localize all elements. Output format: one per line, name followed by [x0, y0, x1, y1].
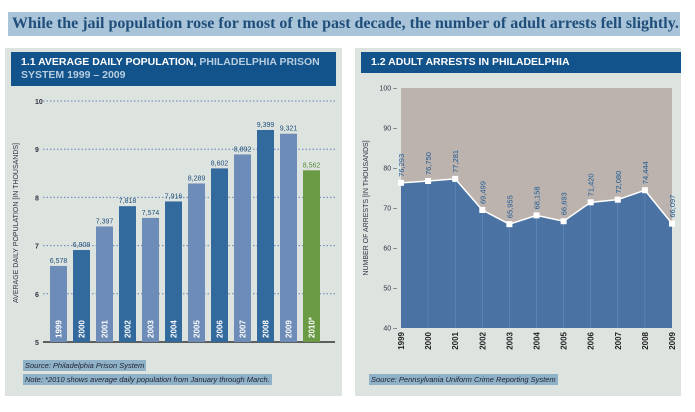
data-point-2009	[669, 220, 675, 227]
y-tick-label: 100 –	[379, 86, 397, 93]
data-point-2003	[506, 221, 513, 228]
x-tick-label: 2005	[193, 320, 202, 338]
data-label: 9,321	[280, 126, 298, 133]
population-note: Note: *2010 shows average daily populati…	[23, 374, 272, 385]
data-point-2008	[641, 187, 648, 194]
x-tick-label: 2008	[262, 320, 271, 338]
y-tick-label: 60 –	[383, 246, 397, 253]
bar-2010*	[303, 170, 320, 342]
bar-1999	[50, 265, 67, 342]
x-tick-label: 2004	[533, 331, 542, 349]
data-label: 66,693	[560, 192, 569, 215]
x-tick-label: 2010*	[308, 316, 317, 338]
x-tick-label: 2006	[587, 331, 596, 349]
data-label: 8,562	[303, 162, 321, 169]
bar-2002	[119, 206, 136, 342]
data-label: 7,397	[96, 218, 114, 225]
data-label: 65,955	[505, 195, 514, 218]
data-point-2007	[614, 196, 621, 203]
population-panel: 1.1 AVERAGE DAILY POPULATION, PHILADELPH…	[5, 48, 342, 396]
x-tick-label: 2004	[170, 320, 179, 338]
x-tick-label: 2008	[641, 331, 650, 349]
data-point-2006	[587, 199, 594, 206]
data-label: 66,097	[668, 195, 677, 218]
x-tick-label: 1999	[55, 320, 64, 338]
population-bar-chart: AVERAGE DAILY POPULATION [IN THOUSANDS] 5…	[13, 99, 335, 347]
data-label: 9,399	[257, 122, 275, 129]
data-label: 72,080	[614, 171, 623, 194]
x-tick-label: 2002	[124, 320, 133, 338]
bar-2009	[280, 133, 297, 342]
population-source: Source: Philadelphia Prison System	[23, 360, 147, 371]
data-label: 7,818	[119, 198, 137, 205]
bar-2001	[96, 226, 113, 342]
y-axis-label: AVERAGE DAILY POPULATION [IN THOUSANDS]	[13, 143, 20, 303]
x-tick-label: 2001	[101, 320, 110, 338]
y-tick-label: 70 –	[383, 206, 397, 213]
y-axis-label: NUMBER OF ARRESTS [IN THOUSANDS]	[363, 140, 370, 275]
y-tick-label: 7	[35, 244, 39, 251]
y-tick-label: 40 –	[383, 326, 397, 333]
x-tick-label: 2003	[147, 320, 156, 338]
y-tick-label: 5	[35, 340, 39, 347]
bar-2003	[142, 217, 159, 342]
data-label: 7,574	[142, 210, 160, 217]
y-tick-label: 8	[35, 195, 39, 202]
data-point-2002	[479, 207, 486, 214]
x-tick-label: 2002	[478, 331, 487, 349]
x-tick-label: 2007	[614, 331, 623, 349]
arrests-area-chart: 76,293 1999 76,750 2000 77,281 2001 69,499 2002…	[363, 86, 677, 350]
data-label: 76,750	[424, 152, 433, 175]
data-label: 74,444	[641, 161, 650, 184]
data-label: 8,602	[211, 160, 229, 167]
y-tick-label: 90 –	[383, 126, 397, 133]
x-tick-label: 2000	[78, 320, 87, 338]
x-tick-label: 2000	[424, 331, 433, 349]
population-chart-title: 1.1 AVERAGE DAILY POPULATION, PHILADELPH…	[11, 52, 336, 86]
data-label: 6,908	[73, 242, 91, 249]
bar-2007	[234, 154, 251, 342]
data-point-1999	[398, 179, 404, 186]
bar-2004	[165, 201, 182, 342]
bar-2006	[211, 168, 228, 342]
data-label: 8,289	[188, 175, 206, 182]
y-tick-label: 80 –	[383, 166, 397, 173]
data-label: 6,578	[50, 258, 68, 265]
y-tick-label: 10	[35, 99, 43, 106]
x-tick-label: 2003	[505, 331, 514, 349]
arrests-source: Source: Pennsylvania Uniform Crime Repor…	[369, 374, 558, 385]
data-label: 68,158	[533, 186, 542, 209]
bar-2005	[188, 183, 205, 342]
data-label: 69,499	[478, 181, 487, 204]
x-tick-label: 2009	[668, 331, 677, 349]
data-label: 7,916	[165, 193, 183, 200]
y-tick-label: 6	[35, 292, 39, 299]
x-tick-label: 2001	[451, 331, 460, 349]
x-tick-label: 2006	[216, 320, 225, 338]
y-tick-label: 9	[35, 147, 39, 154]
headline: While the jail population rose for most …	[8, 12, 680, 36]
data-label: 8,892	[234, 146, 252, 153]
data-point-2004	[533, 212, 540, 219]
x-tick-label: 1999	[397, 331, 406, 349]
bar-2000	[73, 250, 90, 342]
x-tick-label: 2009	[285, 320, 294, 338]
data-point-2000	[425, 178, 432, 184]
x-tick-label: 2007	[239, 320, 248, 338]
x-tick-label: 2005	[560, 331, 569, 349]
arrests-panel: 1.2 ADULT ARRESTS IN PHILADELPHIA 76,293…	[355, 48, 681, 396]
data-point-2001	[452, 175, 459, 182]
data-label: 76,293	[397, 154, 406, 177]
bar-2008	[257, 129, 274, 342]
data-point-2005	[560, 218, 567, 225]
data-label: 77,281	[451, 150, 460, 173]
arrests-chart-title: 1.2 ADULT ARRESTS IN PHILADELPHIA	[361, 52, 681, 73]
data-label: 71,420	[587, 173, 596, 196]
y-tick-label: 50 –	[383, 286, 397, 293]
